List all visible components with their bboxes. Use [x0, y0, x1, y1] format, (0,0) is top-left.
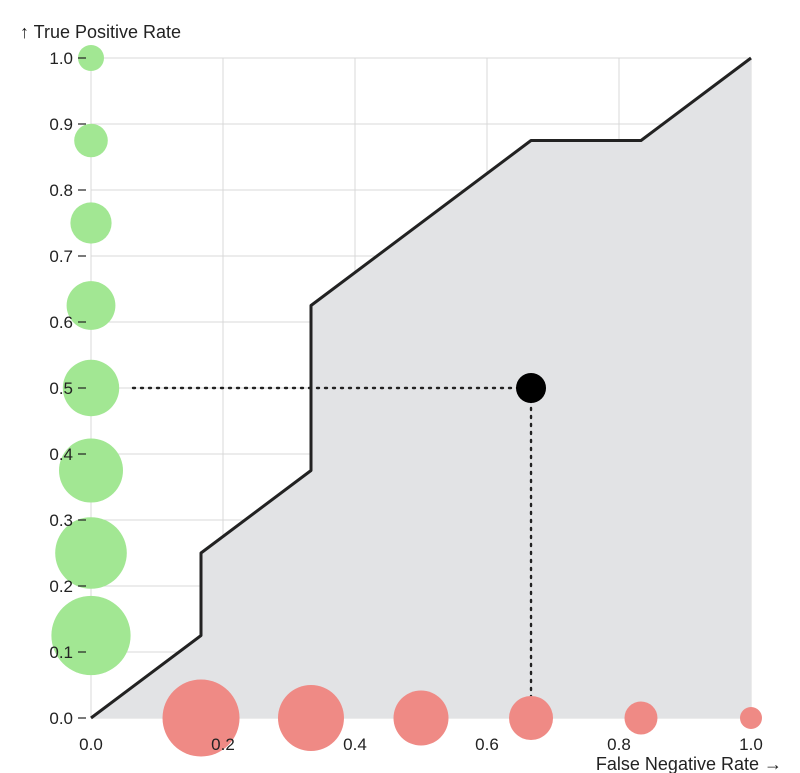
highlight-point [516, 373, 547, 403]
positive-marker [62, 359, 120, 417]
y-tick-label: 0.2 [49, 577, 73, 596]
y-tick-label: 0.8 [49, 181, 73, 200]
y-tick-label: 1.0 [49, 49, 73, 68]
y-tick-label: 0.9 [49, 115, 73, 134]
x-tick-label: 0.6 [475, 735, 499, 754]
negative-marker [162, 679, 240, 757]
guide-lines [131, 386, 533, 700]
y-axis-title: ↑ True Positive Rate [20, 22, 181, 42]
negative-marker [624, 701, 658, 735]
positive-marker [78, 45, 104, 71]
positive-marker [74, 123, 108, 158]
x-axis-title: False Negative Rate → [596, 754, 782, 773]
x-tick-label: 1.0 [739, 735, 763, 754]
y-tick-label: 0.4 [49, 445, 73, 464]
negative-marker [509, 696, 554, 740]
y-tick-label: 0.0 [49, 709, 73, 728]
y-tick-label: 0.1 [49, 643, 73, 662]
y-tick-label: 0.3 [49, 511, 73, 530]
positive-marker [51, 595, 131, 676]
negative-marker [740, 707, 762, 729]
x-tick-label: 0.0 [79, 735, 103, 754]
positive-marker [66, 281, 116, 330]
x-tick-label: 0.8 [607, 735, 631, 754]
x-tick-label: 0.2 [211, 735, 235, 754]
negative-marker [277, 685, 344, 751]
positive-marker [59, 438, 123, 503]
positive-marker [70, 202, 112, 244]
y-tick-label: 0.7 [49, 247, 73, 266]
positive-marker [55, 517, 127, 589]
negative-marker [393, 690, 449, 746]
y-tick-label: 0.5 [49, 379, 73, 398]
tick-layer: 0.0 0.2 0.4 0.6 0.8 1.0 0.0 0.1 0.2 0.3 0.4 0.5 0.6 0… [49, 49, 762, 754]
marker-layer [51, 45, 762, 757]
y-tick-label: 0.6 [49, 313, 73, 332]
x-tick-label: 0.4 [343, 735, 367, 754]
